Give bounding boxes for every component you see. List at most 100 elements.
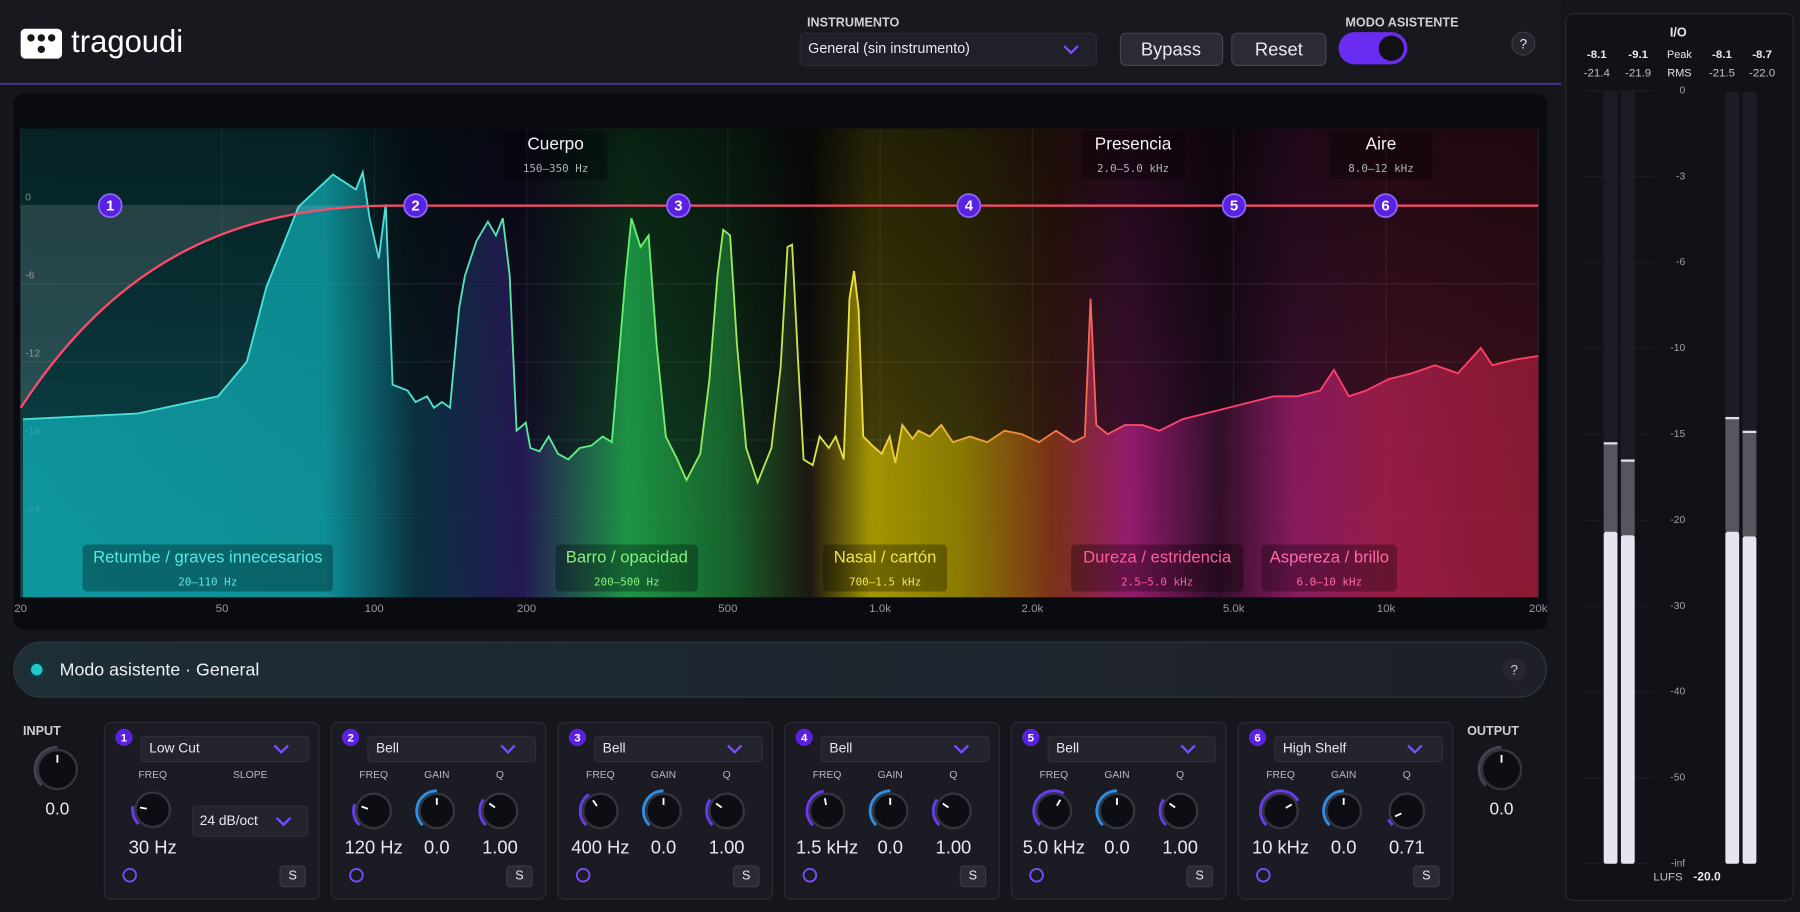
knob-arc <box>131 806 140 826</box>
eq-node[interactable] <box>666 193 691 218</box>
reset-button[interactable] <box>1231 32 1327 67</box>
eq-node[interactable] <box>97 193 123 218</box>
knob-pointer <box>823 798 827 806</box>
type-dropdown[interactable] <box>594 735 763 763</box>
button-label: Reset <box>1255 38 1303 59</box>
solo-text: S <box>515 869 523 883</box>
band-badge <box>1248 728 1267 747</box>
knob[interactable] <box>1388 792 1426 830</box>
power-icon[interactable] <box>802 868 818 883</box>
chevron <box>726 744 743 754</box>
solo-text: S <box>289 869 297 883</box>
param-label: GAIN <box>878 770 903 781</box>
knob-pointer <box>361 805 369 810</box>
knob[interactable] <box>1035 792 1073 830</box>
knob[interactable] <box>418 792 456 830</box>
knob-pointer <box>942 802 949 809</box>
solo-button[interactable] <box>506 865 533 888</box>
eq-node[interactable] <box>956 193 982 218</box>
knob[interactable] <box>355 792 393 830</box>
type-dropdown[interactable] <box>140 735 310 763</box>
band-type: Bell <box>829 741 852 756</box>
solo-text: S <box>742 869 750 883</box>
eq-node[interactable] <box>403 193 428 218</box>
knob-pointer <box>1168 802 1176 809</box>
problem-range: 20–110 Hz <box>178 575 237 588</box>
knob[interactable] <box>36 748 79 791</box>
solo-button[interactable] <box>959 865 987 888</box>
param-label: Q <box>723 770 731 781</box>
knob[interactable] <box>645 792 682 830</box>
type-dropdown[interactable] <box>820 735 990 763</box>
rms-value: -21.9 <box>1625 68 1651 80</box>
knob[interactable] <box>582 792 619 830</box>
knob-pointer <box>592 799 598 807</box>
eq-curve <box>19 204 1539 409</box>
solo-button[interactable] <box>1413 865 1440 888</box>
io-value: 0.0 <box>1490 798 1514 818</box>
knob[interactable] <box>134 791 172 829</box>
bypass-button[interactable] <box>1119 32 1224 67</box>
power-icon[interactable] <box>1256 868 1271 883</box>
region-range: 8.0–12 kHz <box>1348 162 1414 175</box>
meter-label: LUFS <box>1653 872 1683 884</box>
power-icon[interactable] <box>122 868 137 883</box>
help-button[interactable] <box>1511 31 1536 56</box>
meter-peak <box>1620 460 1635 536</box>
type-dropdown[interactable] <box>1274 735 1443 763</box>
band-number: 5 <box>1028 733 1035 745</box>
band-type: Bell <box>376 741 399 756</box>
knob[interactable] <box>481 792 519 830</box>
spectrum-line <box>22 168 1539 486</box>
instrument-value: General (sin instrumento) <box>808 41 970 57</box>
knob-arc <box>705 798 714 827</box>
io-value: 0.0 <box>45 798 69 818</box>
knob-arc <box>415 789 437 827</box>
type-dropdown[interactable] <box>367 735 537 763</box>
param-value: 10 kHz <box>1252 837 1309 858</box>
eq-node[interactable] <box>1373 193 1398 218</box>
freq-tick-label: 50 <box>216 603 229 615</box>
knob[interactable] <box>1325 792 1363 830</box>
instrument-dropdown[interactable] <box>799 32 1097 67</box>
region-label-box <box>1329 130 1433 180</box>
type-dropdown[interactable] <box>1047 735 1217 763</box>
problem-name: Retumbe / graves innecesarios <box>93 548 322 567</box>
region-label-box <box>1081 130 1185 180</box>
power-icon[interactable] <box>575 868 591 883</box>
param-value: 0.0 <box>651 837 677 858</box>
knob[interactable] <box>871 792 909 830</box>
problem-range: 2.5–5.0 kHz <box>1121 575 1193 588</box>
knob-arc <box>642 789 664 827</box>
knob-arc <box>1095 789 1118 827</box>
problem-range: 6.0–10 kHz <box>1297 575 1363 588</box>
power-icon[interactable] <box>349 868 364 883</box>
knob[interactable] <box>1262 792 1299 830</box>
band-badge <box>568 728 587 747</box>
region-label-box <box>555 544 698 592</box>
knob-pointer <box>1056 799 1062 807</box>
solo-text: S <box>969 869 977 883</box>
eq-cut-area <box>20 205 391 408</box>
region-label-box <box>82 544 333 592</box>
knob[interactable] <box>808 792 846 830</box>
solo-button[interactable] <box>279 865 306 888</box>
knob[interactable] <box>1480 748 1523 791</box>
region-label-box <box>503 130 608 180</box>
solo-button[interactable] <box>732 865 760 888</box>
chevron <box>275 817 292 827</box>
power-icon[interactable] <box>1029 868 1044 883</box>
help-button[interactable] <box>1502 658 1526 682</box>
problem-name: Dureza / estridencia <box>1083 548 1232 567</box>
knob[interactable] <box>1161 792 1199 830</box>
knob[interactable] <box>935 792 972 830</box>
knob[interactable] <box>708 792 746 830</box>
param-value: 30 Hz <box>129 837 177 858</box>
meter-scale-label: 0 <box>1679 85 1685 96</box>
slope-dropdown[interactable] <box>192 805 309 837</box>
knob[interactable] <box>1098 792 1136 830</box>
eq-node[interactable] <box>1221 193 1247 218</box>
solo-button[interactable] <box>1186 865 1213 888</box>
param-value: 1.00 <box>936 837 972 858</box>
knob-arc <box>478 798 487 827</box>
